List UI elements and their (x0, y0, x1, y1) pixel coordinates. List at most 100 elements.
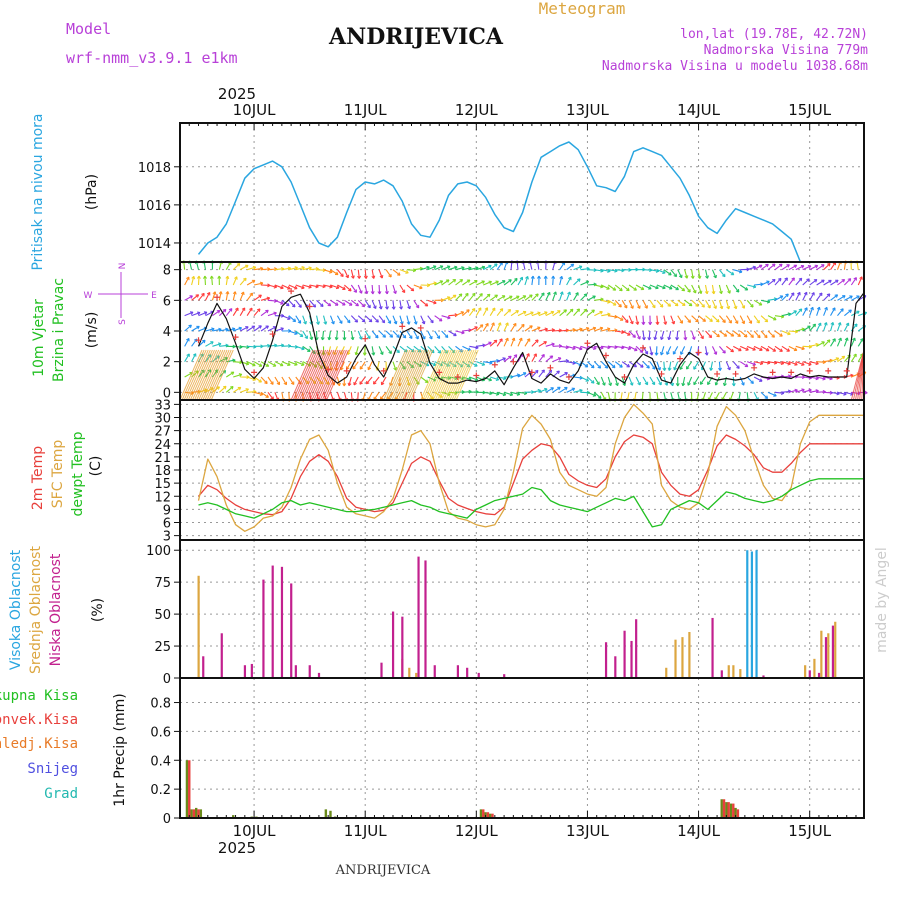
wind-vector (483, 281, 492, 286)
wind-vector-head (458, 293, 463, 297)
wind-ytick-label: 0 (163, 386, 171, 401)
wind-vector-head (374, 334, 379, 339)
wind-vector-head (245, 264, 249, 269)
wind-vector-head (764, 318, 769, 323)
wind-vector (823, 263, 831, 271)
wind-vector (655, 346, 658, 356)
wind-vector (352, 361, 359, 370)
wind-vector-head (426, 265, 430, 270)
wind-vector (587, 309, 595, 317)
cloud-bar (408, 667, 411, 678)
wind-vector (816, 376, 826, 380)
wind-gust-hatch (210, 349, 234, 401)
wind-vector (510, 374, 520, 378)
wind-vector-head (718, 367, 722, 371)
wind-vector (668, 330, 672, 340)
wind-gust-hatch (408, 349, 432, 401)
wind-vector (538, 388, 548, 393)
wind-vector (239, 307, 246, 316)
wind-vector-head (666, 351, 670, 355)
precip-bar (720, 799, 723, 818)
wind-vector (198, 339, 206, 347)
wind-vector (434, 315, 443, 322)
wind-vector-head (201, 292, 205, 297)
wind-vector-head (785, 293, 789, 298)
temp-ytick-label: 12 (154, 490, 171, 505)
wind-vector (830, 279, 839, 286)
wind-vector (337, 284, 346, 290)
wind-vector (837, 308, 844, 317)
wind-gust-hatch (313, 349, 337, 401)
wind-vector (385, 330, 393, 338)
wind-vector (378, 300, 382, 310)
wind-vector (559, 372, 568, 378)
wind-vector-head (659, 304, 664, 308)
wind-vector (726, 345, 734, 353)
wind-vector-head (633, 287, 637, 291)
wind-vector (679, 361, 686, 370)
wind-vector (476, 361, 485, 366)
wind-gust-hatch (445, 349, 469, 401)
wind-vector-head (225, 291, 230, 295)
wind-vector (552, 386, 561, 393)
precip-bar (732, 803, 735, 818)
wind-vector-head (642, 336, 646, 341)
wind-vector (656, 299, 664, 308)
wind-vector-head (611, 364, 616, 369)
wind-gust-marker (436, 369, 443, 376)
wind-vector-head (197, 311, 201, 316)
wind-gust-hatch (206, 349, 230, 401)
wind-vector-head (675, 337, 680, 341)
wind-vector (267, 284, 277, 288)
wind-vector (340, 361, 345, 371)
wind-vector-head (243, 277, 247, 282)
cloud-bar (623, 630, 626, 678)
wind-vector-head (674, 302, 679, 307)
wind-vector-head (585, 280, 590, 285)
wind-vector (455, 293, 463, 301)
wind-vector (816, 292, 823, 301)
wind-vector-head (738, 347, 742, 352)
wind-vector (753, 264, 763, 271)
wind-vector (656, 269, 666, 274)
wind-vector (676, 330, 679, 341)
wind-gust-hatch (198, 349, 222, 401)
wind-vector-head (432, 362, 437, 367)
wind-vector (219, 328, 229, 332)
wind-vector (670, 299, 679, 307)
wind-vector (316, 284, 326, 288)
wind-vector (622, 345, 631, 350)
wind-vector (672, 346, 679, 355)
wind-vector-head (251, 325, 256, 330)
wind-vector (601, 269, 611, 272)
wind-vector (482, 293, 491, 301)
wind-vector-head (342, 302, 346, 306)
wind-vector (483, 376, 492, 381)
wind-vector-head (361, 318, 366, 323)
wind-vector-head (210, 341, 214, 345)
wind-vector-head (320, 303, 324, 307)
wind-vector (788, 264, 797, 271)
wind-vector (343, 315, 351, 324)
wind-vector-head (709, 367, 714, 371)
day-label-top: 12JUL (455, 101, 498, 119)
wind-vector (489, 339, 498, 347)
wind-vector-head (537, 326, 541, 331)
wind-vector-head (627, 332, 631, 336)
cloud-unit-label: (%) (90, 598, 106, 622)
wind-vector (711, 284, 715, 294)
wind-vector (635, 330, 641, 340)
wind-vector-head (287, 362, 291, 366)
wind-gust-marker (602, 352, 609, 359)
wind-vector (281, 267, 291, 271)
wind-vector-head (530, 275, 535, 280)
wind-vector (184, 295, 193, 301)
wind-vector-head (773, 393, 777, 397)
wind-vector-head (460, 311, 465, 315)
wind-vector-head (415, 304, 420, 309)
wind-vector-head (671, 321, 676, 325)
wind-vector-head (838, 337, 842, 342)
wind-vector-head (486, 293, 491, 298)
wind-vector-head (854, 323, 858, 328)
wind-vector (510, 354, 518, 363)
